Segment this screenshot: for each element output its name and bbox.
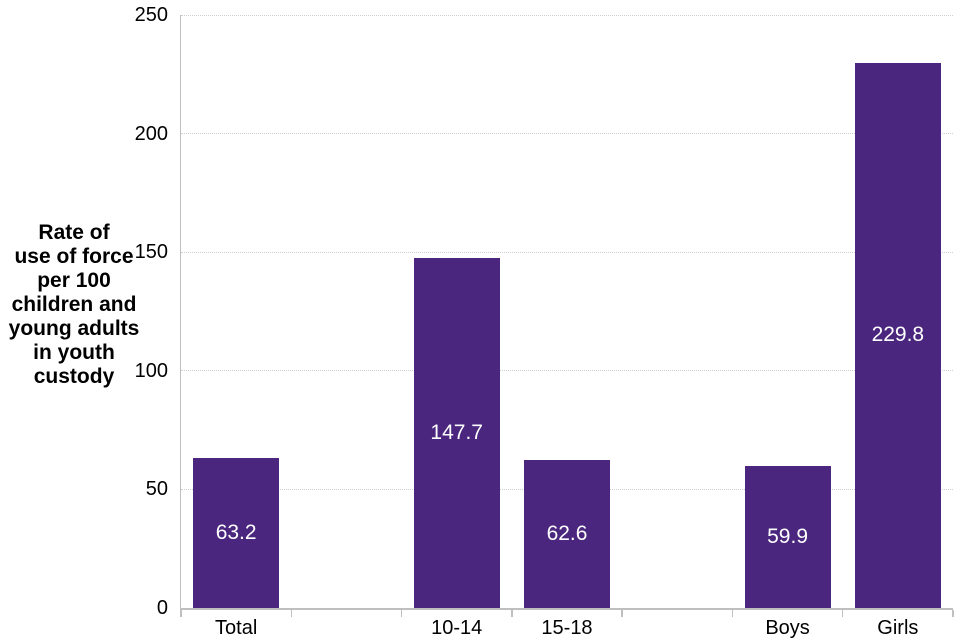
y-axis-title-line: in youth (33, 341, 115, 364)
x-axis-tick (731, 609, 734, 617)
gridline (181, 370, 953, 372)
x-axis-category-label: Boys (765, 617, 810, 639)
y-axis-title: Rate of use of force per 100 children and yo… (4, 221, 144, 389)
bar-girls: 229.8 (854, 62, 941, 608)
y-axis-tick-label: 250 (134, 4, 168, 26)
y-axis-tick-label: 50 (145, 478, 168, 501)
bar-10-14: 147.7 (413, 257, 500, 608)
x-axis-tick (841, 609, 844, 617)
bar-value-label: 229.8 (871, 323, 925, 347)
x-axis-tick (621, 609, 623, 617)
y-axis-tick-label: 0 (156, 597, 168, 619)
bar-value-label: 63.2 (215, 521, 257, 545)
x-axis-line (179, 608, 953, 610)
x-axis-tick (952, 609, 954, 617)
y-axis-title-line: per 100 (37, 269, 111, 292)
bar-value-label: 147.7 (430, 420, 483, 444)
y-axis-title-line: children and (11, 293, 137, 316)
x-axis-tick (290, 609, 293, 617)
y-axis-title-line: custody (33, 365, 115, 388)
bar-value-label: 62.6 (546, 521, 588, 545)
y-axis-line (179, 15, 181, 610)
gridline (181, 14, 953, 16)
x-axis-tick (180, 609, 182, 617)
x-axis-category-label: 10-14 (431, 617, 483, 639)
bar-value-label: 59.9 (767, 524, 808, 548)
y-axis-title-line: young adults (8, 317, 140, 340)
bar-15-18: 62.6 (524, 459, 610, 608)
gridline (181, 133, 953, 135)
y-axis-title-line: Rate of (38, 221, 110, 244)
x-axis-category-label: Total (215, 617, 258, 639)
x-axis-tick (400, 609, 403, 617)
y-axis-tick-label: 100 (134, 359, 168, 382)
bar-boys: 59.9 (744, 465, 831, 608)
y-axis-title-line: use of force (14, 245, 134, 268)
bar-total: 63.2 (193, 458, 280, 608)
y-axis-tick-label: 150 (134, 241, 168, 264)
x-axis-category-label: 15-18 (541, 617, 593, 639)
gridline (181, 251, 953, 253)
x-axis-tick (511, 609, 513, 617)
y-axis-tick-label: 200 (134, 122, 168, 145)
x-axis-category-label: Girls (877, 617, 919, 639)
